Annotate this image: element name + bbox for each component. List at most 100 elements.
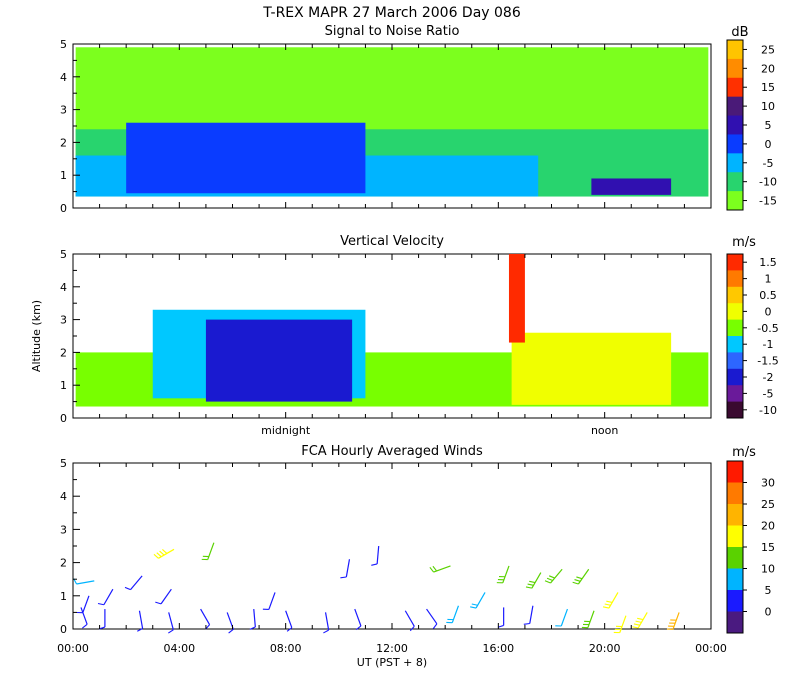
velocity-colorbar-swatch	[727, 368, 743, 386]
wind-barb-flag	[574, 579, 581, 582]
wind-barb-flag	[632, 626, 639, 629]
snr-colorbar-swatch	[727, 134, 743, 154]
wind-barb-flag	[576, 576, 583, 580]
velocity-colorbar-label: -2	[763, 371, 774, 384]
wind-barb-flag	[529, 580, 536, 584]
wind-barb-flag	[604, 603, 611, 606]
wind-barb-flag	[471, 603, 478, 606]
panel-winds: FCA Hourly Averaged Winds 0 1 2 3 4 5 00:00 04:…	[57, 444, 775, 655]
snr-colorbar-label: 25	[761, 43, 775, 56]
velocity-ytick-label: 0	[60, 412, 67, 425]
winds-ytick-label: 5	[60, 457, 67, 470]
winds-colorbar-label: 30	[761, 477, 775, 490]
snr-colorbar-label: 15	[761, 81, 775, 94]
winds-xtick-label: 20:00	[589, 642, 621, 655]
wind-barb-flag	[572, 581, 579, 585]
snr-colorbar-label: 5	[765, 119, 772, 132]
winds-axes: 0 1 2 3 4 5 00:00 04:00 08:00 12:00 16:00 20:00 00:0…	[57, 457, 727, 655]
wind-barb-flag	[137, 627, 143, 632]
winds-unit: m/s	[732, 445, 756, 460]
velocity-colorbar: 1.5 1 0.5 0 -0.5 -1 -1.5 -2 -5 -10	[726, 253, 779, 419]
winds-data	[73, 542, 680, 634]
snr-colorbar-label: -5	[763, 157, 774, 170]
wind-barb	[103, 588, 114, 606]
wind-barb	[529, 605, 534, 624]
wind-barb-flag	[340, 576, 347, 579]
velocity-colorbar-swatch	[727, 385, 743, 403]
velocity-unit: m/s	[732, 235, 756, 250]
velocity-data: -0.5-10-21.5	[75, 254, 709, 407]
snr-colorbar-label: -15	[759, 195, 777, 208]
snr-colorbar-swatch	[727, 77, 743, 98]
winds-ytick-label: 0	[60, 623, 67, 636]
wind-barb-flag	[153, 553, 159, 559]
snr-axes: 0 1 2 3 4 5	[60, 38, 712, 215]
winds-colorbar-swatch	[727, 547, 743, 569]
snr-colorbar-label: 10	[761, 100, 775, 113]
snr-colorbar-swatch	[727, 58, 743, 79]
wind-barb	[80, 607, 88, 625]
velocity-title: Vertical Velocity	[340, 234, 444, 249]
wind-barb	[268, 592, 276, 610]
winds-colorbar-label: 10	[761, 563, 775, 576]
velocity-colorbar-swatch	[727, 352, 743, 370]
winds-ytick-label: 4	[60, 490, 67, 503]
wind-barb	[560, 608, 569, 627]
velocity-colorbar-label: -0.5	[757, 322, 778, 335]
wind-barb-flag	[249, 626, 256, 630]
velocity-colorbar-label: 1	[765, 273, 772, 286]
wind-barb-flag	[633, 623, 640, 626]
velocity-colorbar-label: -10	[759, 404, 777, 417]
snr-colorbar: 25 20 15 10 5 0 -5 -10 -15	[726, 39, 777, 211]
wind-barb-flag	[82, 623, 88, 629]
snr-ytick-label: 4	[60, 71, 67, 84]
wind-barb	[76, 580, 95, 585]
winds-xtick-label: 12:00	[376, 642, 408, 655]
wind-barb-flag	[525, 586, 532, 589]
snr-colorbar-swatch	[727, 115, 743, 135]
snr-ytick-label: 3	[60, 104, 67, 117]
velocity-ytick-label: 2	[60, 346, 67, 359]
velocity-colorbar-label: -1.5	[757, 355, 778, 368]
winds-colorbar-swatch	[727, 590, 743, 612]
wind-barb-flag	[99, 626, 106, 630]
wind-barb-flag	[371, 563, 378, 566]
winds-colorbar-swatch	[727, 568, 743, 591]
winds-colorbar-label: 25	[761, 498, 775, 511]
wind-barb-flag	[523, 622, 530, 625]
wind-barb-flag	[527, 583, 534, 586]
velocity-band: 1.5	[508, 254, 525, 343]
winds-xtick-label: 08:00	[270, 642, 302, 655]
winds-plot-area	[72, 462, 712, 630]
winds-colorbar-swatch	[727, 525, 743, 548]
velocity-ytick-label: 5	[60, 248, 67, 261]
velocity-ylabel: Altitude (km)	[30, 300, 43, 372]
velocity-colorbar-label: 1.5	[759, 256, 777, 269]
winds-colorbar-swatch	[727, 504, 743, 526]
winds-xtick-label: 04:00	[163, 642, 195, 655]
wind-barb-flag	[168, 629, 174, 634]
wind-barb-flag	[548, 575, 555, 579]
velocity-time-labels: midnight noon	[261, 424, 618, 437]
velocity-colorbar-label: 0.5	[759, 289, 777, 302]
wind-barb	[404, 610, 415, 627]
velocity-colorbar-swatch	[727, 254, 743, 271]
wind-barb-flag	[544, 580, 551, 584]
velocity-colorbar-label: -1	[763, 338, 774, 351]
wind-barb-flag	[546, 577, 553, 582]
snr-title: Signal to Noise Ratio	[325, 24, 460, 39]
winds-colorbar-swatch	[727, 611, 743, 634]
winds-colorbar-label: 0	[765, 606, 772, 619]
wind-barb-flag	[156, 552, 162, 558]
wind-barb	[200, 608, 211, 625]
velocity-colorbar-swatch	[727, 286, 743, 304]
snr-colorbar-label: 0	[765, 138, 772, 151]
snr-colorbar-swatch	[727, 153, 743, 173]
winds-ytick-label: 2	[60, 557, 67, 570]
wind-barb-flag	[97, 602, 104, 606]
wind-barb	[324, 612, 330, 631]
wind-barb-flag	[355, 625, 362, 631]
wind-barb	[253, 609, 256, 628]
wind-barb-flag	[429, 567, 435, 573]
